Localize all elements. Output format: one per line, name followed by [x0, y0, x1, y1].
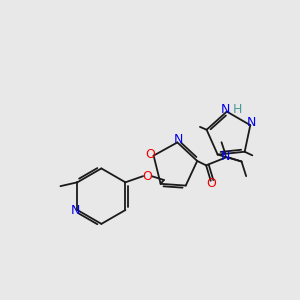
Text: N: N [221, 150, 230, 163]
Text: N: N [220, 103, 230, 116]
Text: N: N [246, 116, 256, 129]
Text: O: O [142, 169, 152, 183]
Text: O: O [146, 148, 155, 161]
Text: N: N [70, 203, 80, 217]
Text: H: H [233, 103, 242, 116]
Text: O: O [206, 177, 216, 190]
Text: N: N [173, 133, 183, 146]
